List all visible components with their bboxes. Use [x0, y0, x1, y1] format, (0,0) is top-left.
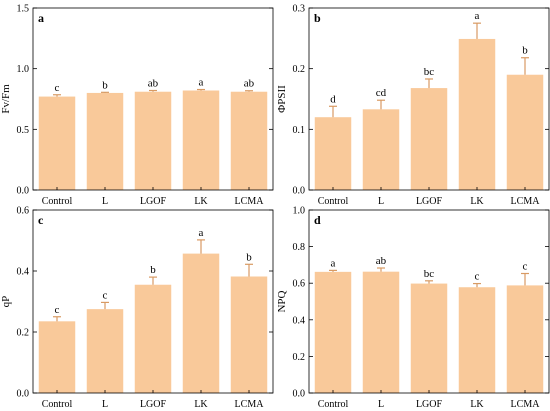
y-tick-label: 0.0 [293, 389, 306, 400]
bar [230, 276, 268, 393]
bar [38, 96, 76, 190]
significance-letter: b [102, 79, 108, 91]
significance-letter: b [150, 264, 156, 276]
significance-letter: a [331, 257, 336, 269]
y-tick-label: 0.6 [293, 279, 306, 290]
y-tick-label: 1.0 [17, 64, 30, 75]
bar [134, 284, 172, 393]
y-tick-label: 0.2 [293, 352, 306, 363]
y-tick-label: 0.6 [17, 206, 30, 217]
bar [506, 74, 544, 190]
y-tick-label: 0.8 [293, 242, 306, 253]
significance-letter: b [246, 251, 252, 263]
x-tick-label: LK [470, 399, 484, 410]
bar [458, 287, 496, 393]
y-tick-label: 0.3 [293, 4, 306, 15]
significance-letter: c [55, 82, 60, 94]
significance-letter: b [522, 45, 528, 57]
bar [506, 285, 544, 393]
significance-letter: c [523, 261, 528, 273]
bar [86, 309, 124, 394]
bar [410, 283, 448, 393]
x-tick-label: L [102, 196, 108, 207]
significance-letter: c [475, 271, 480, 283]
y-tick-label: 1.5 [17, 4, 30, 15]
x-tick-label: L [102, 399, 108, 410]
x-tick-label: L [378, 196, 384, 207]
significance-letter: ab [148, 78, 159, 90]
panel-b: d Control cd Lbc LGOF a LK b LCMA 0.0 0.1 0.2 0.3 ΦPS… [276, 4, 550, 207]
x-tick-label: LGOF [140, 196, 167, 207]
panel-letter: c [38, 213, 44, 227]
significance-letter: d [330, 93, 336, 105]
x-tick-label: Control [318, 399, 349, 410]
y-tick-label: 0.2 [293, 64, 306, 75]
y-tick-label: 0.5 [17, 125, 30, 136]
panel-a: c Control b Lab LGOF a LK ab LCMA 0.0 0.5 1.0 1.5 Fv/… [0, 4, 274, 207]
panel-d: a Control ab Lbc LGOF c LK c LCMA 0.0 0.2 0.4 0.6 0.8… [276, 206, 550, 410]
y-axis-label: NPQ [276, 290, 288, 312]
y-axis-label: ΦPSII [276, 85, 288, 113]
x-tick-label: LK [470, 196, 484, 207]
bar [314, 117, 352, 190]
x-tick-label: Control [42, 196, 73, 207]
bar [410, 88, 448, 190]
panel-c: c Control c Lb LGOF a LK b LCMA 0.0 0.2 0.4 0.6 qP c [0, 206, 274, 410]
x-tick-label: LCMA [511, 399, 541, 410]
bar [362, 109, 400, 190]
x-tick-label: LCMA [235, 399, 265, 410]
significance-letter: c [103, 289, 108, 301]
panel-letter: a [38, 11, 44, 25]
significance-letter: ab [376, 255, 387, 267]
x-tick-label: Control [318, 196, 349, 207]
significance-letter: bc [424, 268, 435, 280]
y-axis-label: qP [0, 296, 12, 308]
bar [182, 90, 220, 190]
bar [182, 253, 220, 393]
y-tick-label: 0.4 [17, 267, 30, 278]
bar [134, 91, 172, 190]
x-tick-label: LGOF [416, 399, 443, 410]
significance-letter: cd [376, 87, 387, 99]
x-tick-label: Control [42, 399, 73, 410]
significance-letter: a [199, 77, 204, 89]
x-tick-label: LCMA [235, 196, 265, 207]
y-tick-label: 0.1 [293, 125, 306, 136]
x-tick-label: LK [194, 196, 208, 207]
significance-letter: ab [244, 78, 255, 90]
bar [314, 271, 352, 393]
significance-letter: a [199, 227, 204, 239]
significance-letter: bc [424, 66, 435, 78]
x-tick-label: LCMA [511, 196, 541, 207]
y-tick-label: 0.4 [293, 315, 306, 326]
y-tick-label: 0.0 [17, 389, 30, 400]
panel-letter: d [314, 213, 321, 227]
x-tick-label: L [378, 399, 384, 410]
bar [362, 271, 400, 393]
y-tick-label: 0.0 [293, 186, 306, 197]
x-tick-label: LGOF [416, 196, 443, 207]
y-tick-label: 1.0 [293, 206, 306, 217]
significance-letter: c [55, 304, 60, 316]
significance-letter: a [475, 10, 480, 22]
bar [86, 92, 124, 190]
bar [458, 38, 496, 190]
bar [38, 321, 76, 393]
x-tick-label: LK [194, 399, 208, 410]
y-tick-label: 0.2 [17, 328, 30, 339]
y-tick-label: 0.0 [17, 186, 30, 197]
panel-letter: b [314, 11, 321, 25]
bar [230, 91, 268, 190]
x-tick-label: LGOF [140, 399, 167, 410]
y-axis-label: Fv/Fm [0, 84, 12, 114]
